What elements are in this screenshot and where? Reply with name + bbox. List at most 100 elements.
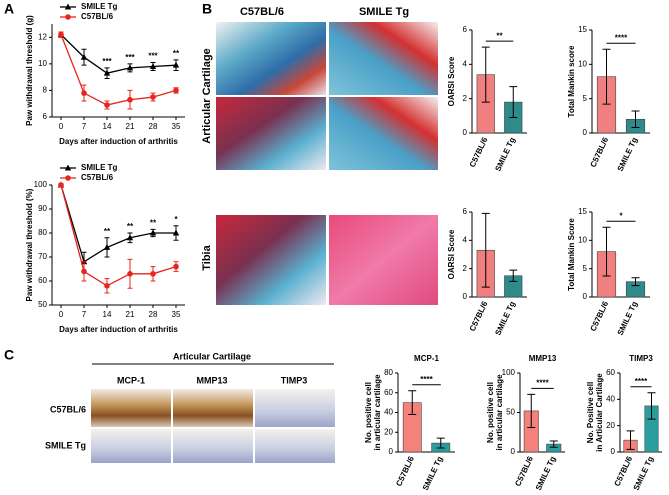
legend-label: SMILE Tg	[81, 2, 118, 11]
y-axis-label: Paw withdrawal threshold (%)	[25, 188, 34, 301]
y-tick-label: 5	[583, 264, 588, 273]
y-tick-label: 70	[38, 252, 47, 261]
legend-label: C57BL/6	[81, 173, 114, 182]
histology-image	[329, 22, 438, 95]
column-label: SMILE Tg	[359, 6, 409, 18]
y-tick-label: 60	[606, 368, 615, 377]
series-line	[60, 184, 177, 287]
x-tick-label: 28	[149, 122, 158, 131]
y-tick-label: 60	[384, 388, 393, 397]
y-tick-label: 0	[583, 292, 588, 301]
marker	[150, 271, 156, 277]
chart-title: MCP-1	[414, 354, 439, 363]
y-tick-label: 50	[38, 300, 47, 309]
significance: **	[173, 49, 180, 58]
y-tick-label: 100	[34, 180, 48, 189]
x-tick-label: 21	[126, 310, 135, 319]
marker	[81, 268, 87, 275]
y-tick-label: 40	[384, 408, 393, 417]
column-label: TIMP3	[281, 375, 308, 385]
histology-image	[173, 389, 253, 427]
panel-label: B	[202, 1, 212, 17]
x-tick-label: C57BL/6	[468, 299, 490, 332]
x-tick-label: C57BL/6	[589, 135, 611, 168]
y-axis-label: in Articular Cartilage	[595, 373, 604, 452]
marker	[172, 61, 180, 68]
histology-image	[329, 215, 438, 305]
row-label: SMILE Tg	[45, 440, 86, 450]
x-tick-label: SMILE Tg	[616, 136, 640, 173]
y-axis-label: OARSI Score	[447, 56, 456, 106]
row-label: C57BL/6	[50, 404, 86, 414]
y-tick-label: 60	[38, 276, 47, 285]
y-axis-label: No. Positive cell	[586, 382, 595, 443]
histology-image	[255, 389, 335, 427]
significance: *	[619, 211, 623, 220]
significance: ****	[635, 377, 648, 386]
x-tick-label: 14	[103, 310, 112, 319]
error-bar	[647, 392, 656, 420]
x-tick-label: C57BL/6	[613, 454, 635, 487]
y-tick-label: 12	[38, 32, 47, 41]
marker	[172, 229, 180, 236]
marker	[104, 102, 110, 108]
error-bar	[626, 430, 635, 450]
significance: ***	[102, 57, 112, 66]
legend-marker	[64, 3, 72, 10]
histology-image	[173, 429, 253, 463]
marker	[58, 182, 64, 188]
x-tick-label: SMILE Tg	[534, 455, 558, 492]
y-tick-label: 20	[606, 421, 615, 430]
x-tick-label: 35	[172, 310, 181, 319]
x-tick-label: C57BL/6	[394, 454, 416, 487]
legend-label: C57BL/6	[81, 12, 114, 21]
y-tick-label: 0	[463, 292, 468, 301]
error-bar	[509, 269, 518, 282]
significance: ***	[148, 52, 158, 61]
marker	[103, 69, 111, 76]
histology-image	[329, 97, 438, 170]
column-label: C57BL/6	[240, 6, 284, 18]
y-tick-label: 10	[578, 235, 587, 244]
section-header: Articular Cartilage	[173, 351, 251, 361]
significance: ****	[615, 33, 628, 42]
marker	[80, 53, 88, 60]
y-tick-label: 2	[463, 94, 468, 103]
significance: **	[496, 31, 503, 40]
marker	[127, 96, 133, 103]
histology-image	[216, 22, 326, 95]
error-bar	[481, 46, 490, 103]
y-tick-label: 15	[578, 25, 587, 34]
histology-image	[91, 429, 171, 463]
y-axis-label: Paw withdrawal threshold (g)	[25, 15, 34, 126]
significance: **	[104, 227, 111, 236]
x-tick-label: SMILE Tg	[493, 300, 517, 337]
marker	[149, 229, 157, 236]
row-label: Tibia	[201, 244, 213, 270]
marker	[126, 64, 134, 71]
x-tick-label: 21	[126, 122, 135, 131]
legend-label: SMILE Tg	[81, 163, 118, 172]
error-bar	[436, 437, 445, 449]
marker	[81, 90, 87, 96]
y-axis-label: in articular cartilage	[495, 374, 504, 451]
y-axis-label: Total Mankin score	[567, 45, 576, 117]
x-tick-label: 28	[149, 310, 158, 319]
significance: ****	[536, 378, 549, 387]
y-axis-label: No. positive cell	[486, 382, 495, 443]
histology-image	[91, 389, 171, 427]
error-bar	[527, 393, 536, 429]
legend-marker	[65, 175, 71, 181]
y-tick-label: 0	[583, 128, 588, 137]
y-tick-label: 0	[463, 128, 468, 137]
error-bar	[509, 86, 518, 119]
series-line	[60, 34, 177, 106]
histology-image	[216, 215, 326, 305]
error-bar	[408, 390, 417, 415]
error-bar	[631, 277, 640, 287]
y-axis-label: Total Mankin Score	[567, 218, 576, 291]
x-tick-label: 0	[59, 310, 64, 319]
x-tick-label: C57BL/6	[468, 135, 490, 168]
significance: ****	[420, 375, 433, 384]
